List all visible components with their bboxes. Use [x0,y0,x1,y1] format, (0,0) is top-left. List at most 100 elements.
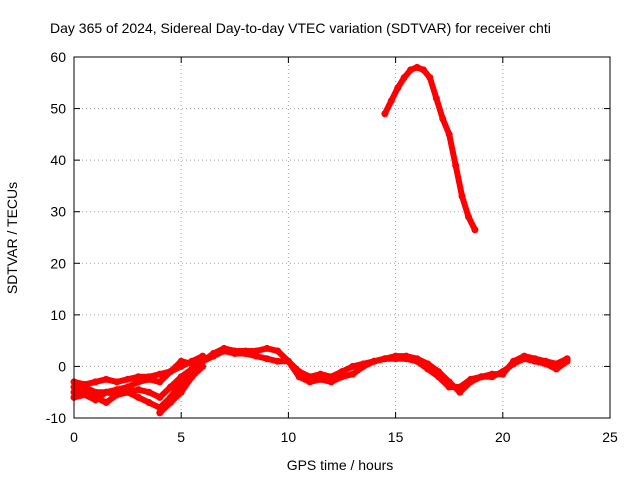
data-point [413,355,421,363]
data-point [295,373,303,381]
y-tick-label: 0 [58,358,66,374]
data-point [124,375,132,383]
data-point [252,352,260,360]
data-point [134,393,142,401]
data-point [370,357,378,365]
data-point [252,347,260,355]
y-tick-label: 60 [50,49,66,65]
data-point [263,355,271,363]
data-point [199,362,207,370]
data-point [274,357,282,365]
data-point [274,347,282,355]
data-point [145,388,153,396]
data-point [394,84,402,92]
data-point [284,357,292,365]
grid-lines [74,57,610,418]
y-tick-label: 30 [50,204,66,220]
y-tick-label: 20 [50,255,66,271]
data-point [242,347,250,355]
data-point [156,409,164,417]
y-tick-label: -10 [46,410,66,426]
data-point [102,388,110,396]
data-point [349,370,357,378]
data-point [434,368,442,376]
data-point [231,347,239,355]
data-point [381,355,389,363]
y-axis-label: SDTVAR / TECUs [4,182,20,294]
data-point [102,399,110,407]
x-tick-label: 10 [281,429,297,445]
x-tick-label: 5 [177,429,185,445]
data-point [199,355,207,363]
data-point [381,110,389,118]
data-point [407,66,415,74]
data-point [91,396,99,404]
y-tick-label: 50 [50,101,66,117]
data-point [263,344,271,352]
data-point [306,378,314,386]
data-point [413,63,421,71]
data-point [349,362,357,370]
data-point [113,378,121,386]
series-line [381,64,478,233]
data-point [317,370,325,378]
data-point [220,344,228,352]
data-point [392,352,400,360]
data-point [338,373,346,381]
data-point [445,378,453,386]
y-tick-label: 10 [50,307,66,323]
data-point [531,357,539,365]
data-point [188,365,196,373]
data-point [177,373,185,381]
series-trace-d [70,355,207,404]
data-point [387,97,395,105]
series-trace-e [156,362,207,417]
x-tick-label: 25 [602,429,618,445]
x-axis-label: GPS time / hours [287,457,394,473]
data-point [102,375,110,383]
data-point [456,388,464,396]
data-point [471,226,479,234]
x-tick-label: 0 [70,429,78,445]
data-point [424,360,432,368]
data-series [70,63,571,417]
data-point [552,365,560,373]
data-point [452,161,460,169]
data-point [134,373,142,381]
data-point [209,350,217,358]
data-point [510,360,518,368]
data-point [177,388,185,396]
data-point [134,386,142,394]
data-point [488,373,496,381]
data-point [458,192,466,200]
data-point [113,391,121,399]
data-point [400,74,408,82]
data-point [359,362,367,370]
x-tick-label: 15 [388,429,404,445]
data-point [317,375,325,383]
data-point [402,352,410,360]
data-point [499,368,507,376]
series-trace-f [381,63,479,234]
data-point [426,74,434,82]
data-point [445,130,453,138]
data-point [81,391,89,399]
data-point [439,115,447,123]
data-point [156,370,164,378]
chart-title: Day 365 of 2024, Sidereal Day-to-day VTE… [50,20,551,36]
data-point [124,388,132,396]
data-point [563,357,571,365]
data-point [467,378,475,386]
data-point [166,383,174,391]
data-point [166,368,174,376]
data-point [156,378,164,386]
data-point [542,360,550,368]
plot-frame [73,56,611,419]
data-point [145,399,153,407]
data-point [177,362,185,370]
data-point [91,378,99,386]
data-point [419,66,427,74]
data-point [156,393,164,401]
data-point [520,355,528,363]
data-point [464,213,472,221]
